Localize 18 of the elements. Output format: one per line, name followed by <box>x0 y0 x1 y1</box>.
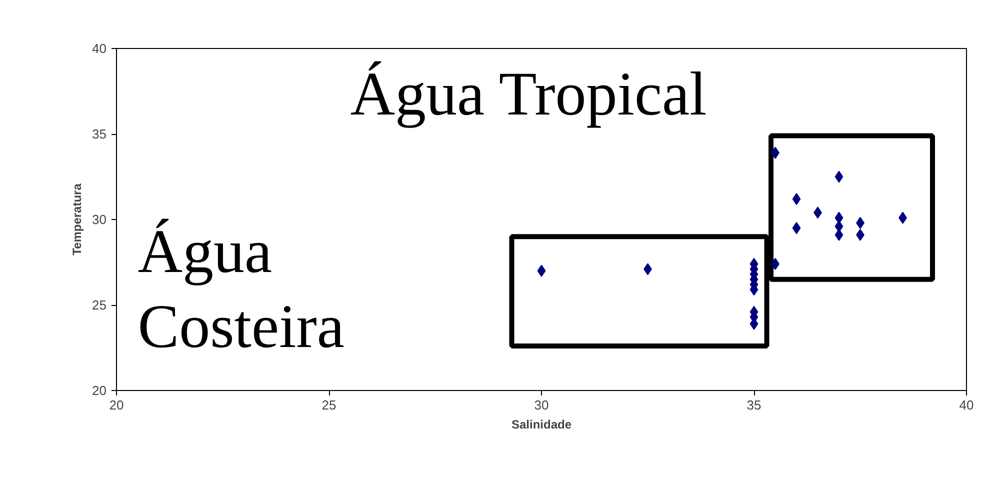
y-axis-title: Temperatura <box>70 183 84 256</box>
x-tick-label: 20 <box>109 398 124 412</box>
x-tick-label: 35 <box>746 398 762 412</box>
annotation: Água Tropical <box>350 60 707 129</box>
point <box>834 170 844 183</box>
point <box>792 222 801 234</box>
y-tick-label: 35 <box>92 126 107 142</box>
x-tick-label: 40 <box>959 398 974 412</box>
point <box>792 192 801 205</box>
y-tick-label: 30 <box>92 212 107 227</box>
point <box>537 264 546 277</box>
y-tick-label: 40 <box>92 41 107 56</box>
x-tick-label: 25 <box>322 398 336 412</box>
annotation: Água Costeira <box>138 218 344 362</box>
y-tick-label: 20 <box>92 383 107 398</box>
x-tick-label: 30 <box>534 398 549 412</box>
x-axis-title: Salinidade <box>511 418 572 432</box>
y-tick-label: 25 <box>92 298 107 312</box>
